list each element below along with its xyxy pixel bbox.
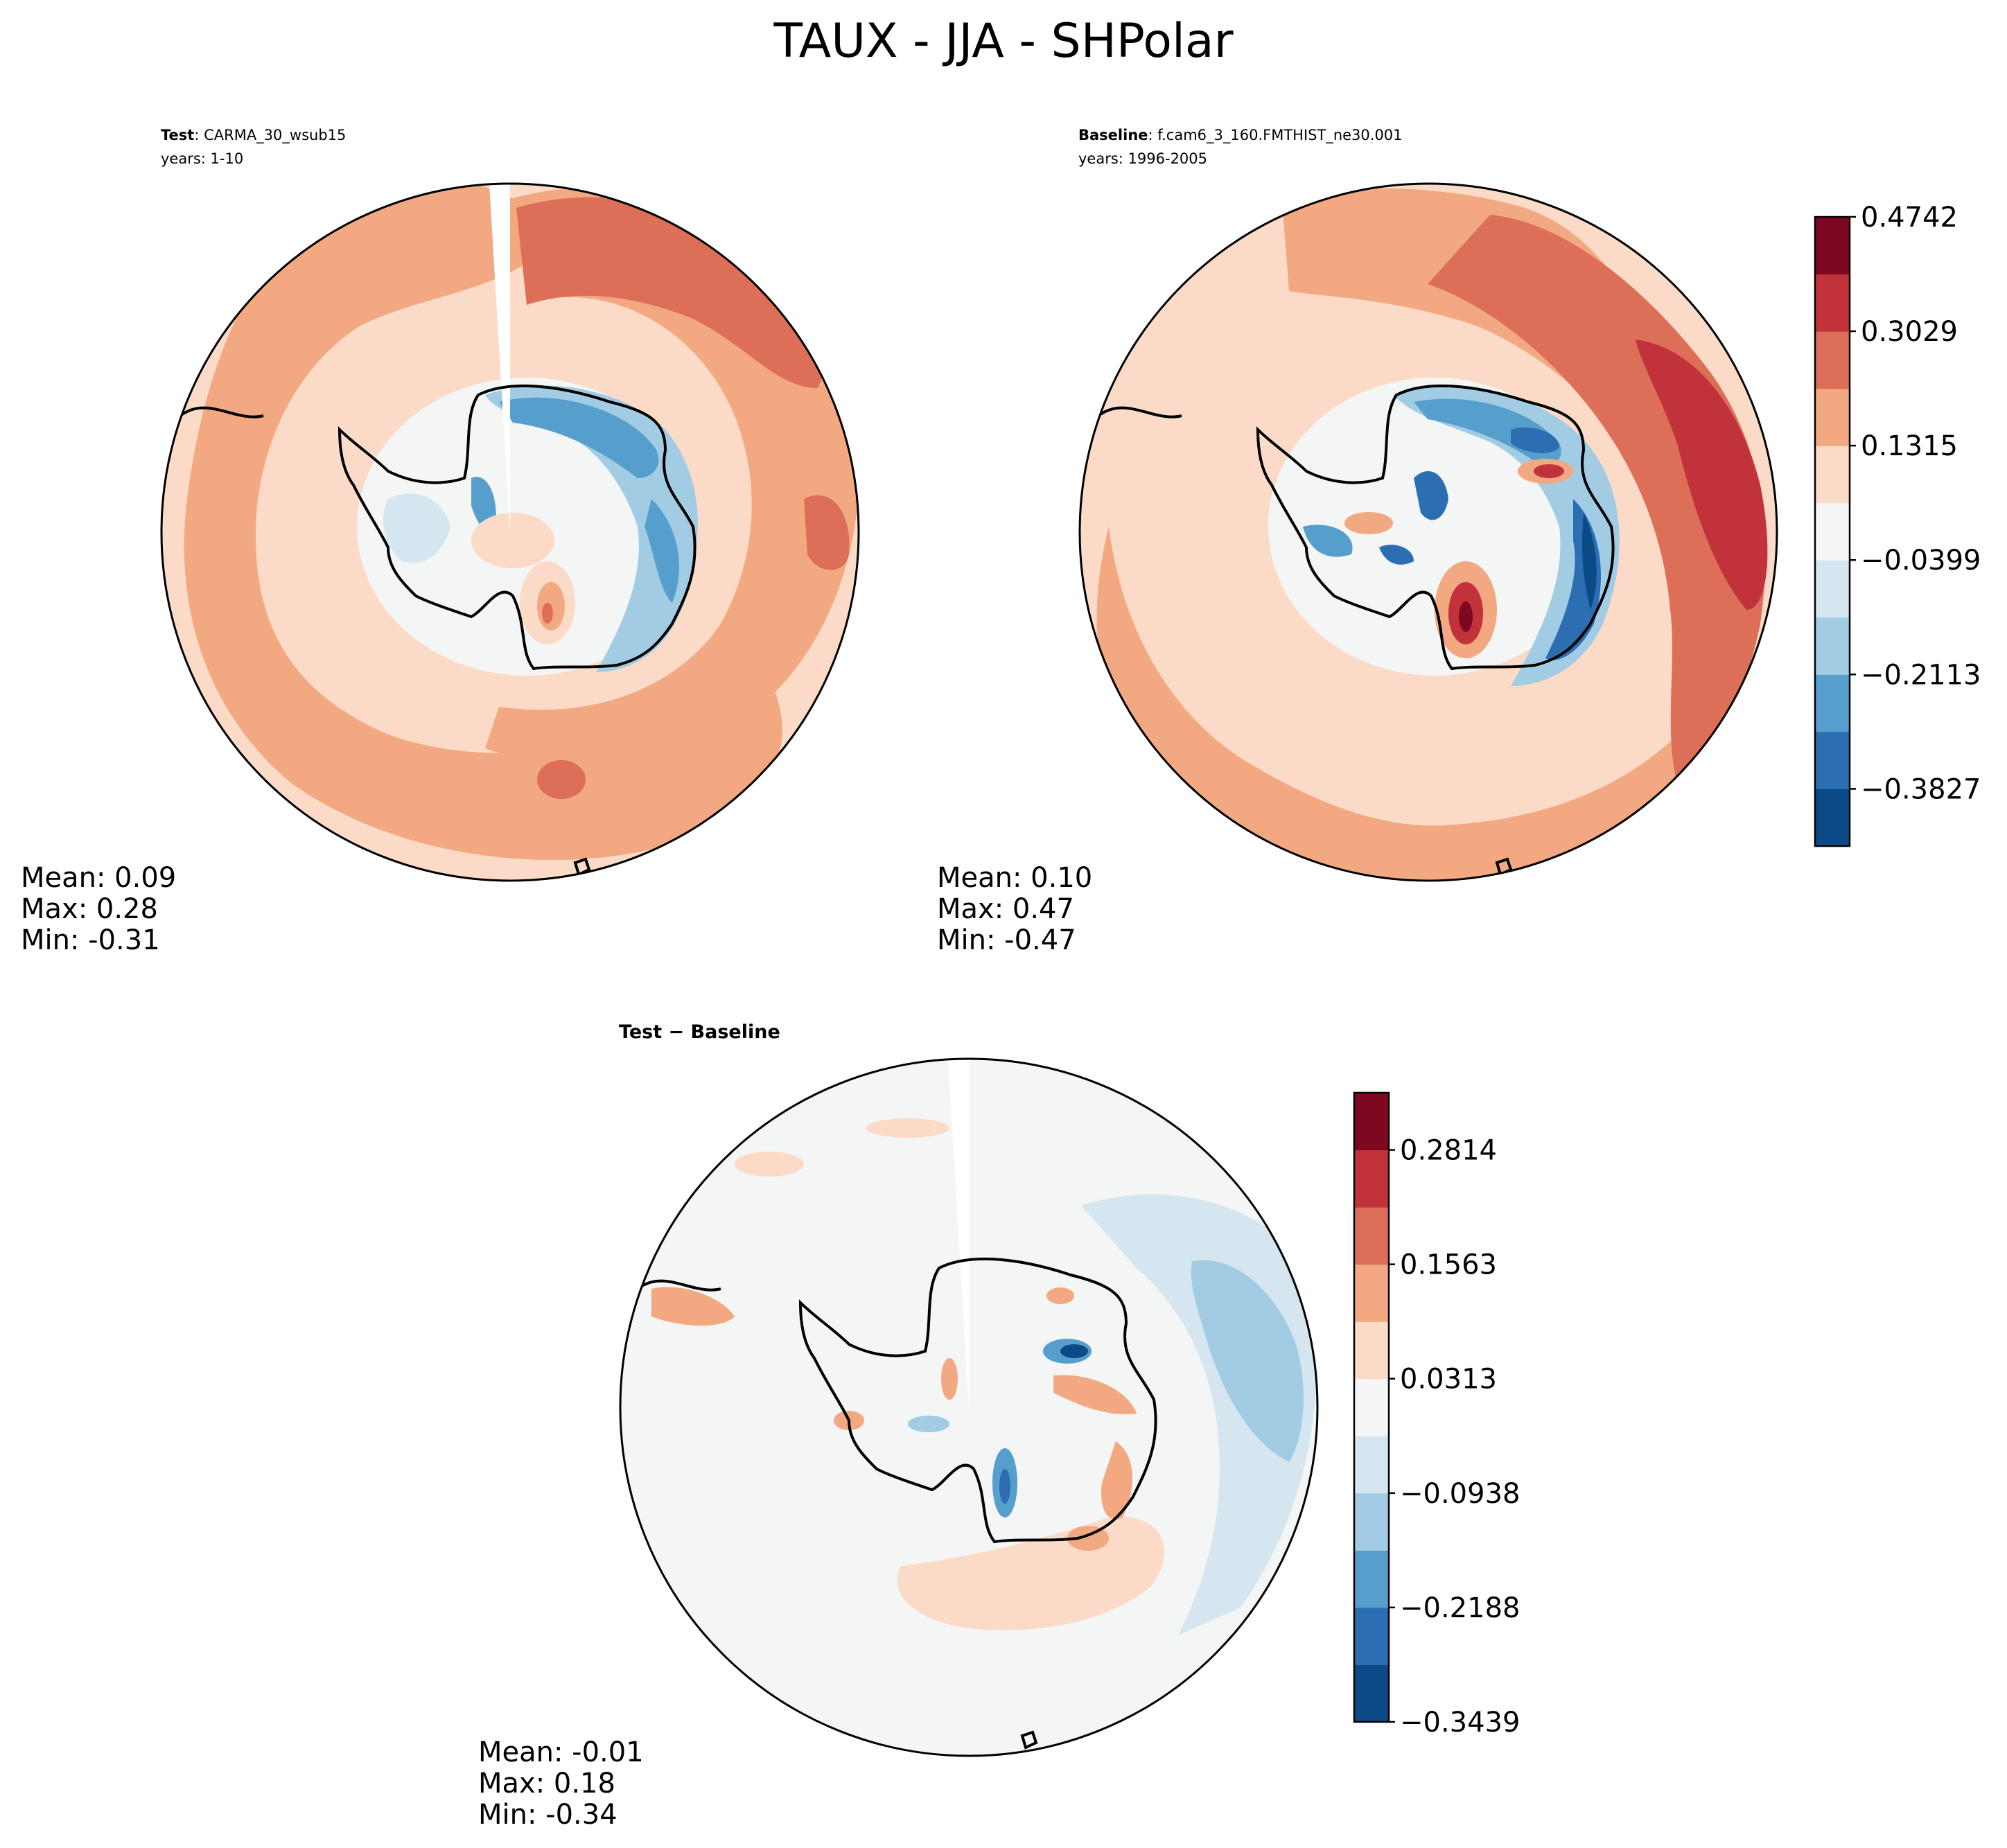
stat-min-baseline: Min: -0.47 bbox=[937, 924, 1076, 956]
stat-max-test: Max: 0.28 bbox=[21, 893, 158, 925]
colorbar-tick-label: −0.3439 bbox=[1400, 1707, 1520, 1739]
colorbar-frame bbox=[1353, 1091, 1390, 1723]
colorbar-segment bbox=[1354, 1436, 1389, 1494]
map-diff bbox=[620, 1059, 1317, 1756]
map-test-frame bbox=[160, 182, 860, 882]
colorbar-tick-label: −0.3827 bbox=[1861, 773, 1981, 805]
panel-diff-label: Test − Baseline bbox=[619, 1021, 780, 1043]
colorbar-segment bbox=[1815, 674, 1850, 732]
colorbar-segment bbox=[1815, 217, 1850, 275]
colorbar-tick-label: −0.2113 bbox=[1861, 659, 1981, 691]
colorbar-tick-label: 0.1315 bbox=[1861, 430, 1958, 462]
stat-mean-test: Mean: 0.09 bbox=[21, 862, 176, 894]
stat-mean-diff: Mean: -0.01 bbox=[478, 1736, 644, 1768]
colorbar-top: 0.4742 0.3029 0.1315 −0.0399 −0.2113 −0.3827 bbox=[1814, 202, 1981, 847]
colorbar-segment bbox=[1354, 1150, 1389, 1208]
panel-baseline-years: years: 1996-2005 bbox=[1078, 150, 1207, 167]
colorbar-segment bbox=[1354, 1321, 1389, 1380]
colorbar-tick-label: 0.2814 bbox=[1400, 1135, 1497, 1167]
stat-min-diff: Min: -0.34 bbox=[478, 1799, 617, 1831]
map-test bbox=[161, 184, 859, 881]
colorbar-segment bbox=[1815, 331, 1850, 389]
colorbar-tick-label: 0.1563 bbox=[1400, 1249, 1497, 1281]
colorbar-tick-label: 0.3029 bbox=[1861, 316, 1958, 348]
colorbar-segment bbox=[1354, 1378, 1389, 1436]
colorbar-segment bbox=[1354, 1093, 1389, 1151]
colorbar-segment bbox=[1815, 560, 1850, 618]
panel-diff: Test − Baseline bbox=[478, 1021, 1319, 1831]
map-diff-frame bbox=[619, 1057, 1319, 1757]
panel-baseline: Baseline: f.cam6_3_160.FMTHIST_ne30.001 … bbox=[937, 127, 1778, 956]
colorbar-tick-label: −0.2188 bbox=[1400, 1592, 1520, 1624]
colorbar-segment bbox=[1815, 446, 1850, 504]
colorbar-segment bbox=[1815, 502, 1850, 561]
colorbar-bottom: 0.2814 0.1563 0.0313 −0.0938 −0.2188 −0.3439 bbox=[1353, 1091, 1520, 1739]
colorbar-tick-label: 0.4742 bbox=[1861, 202, 1958, 234]
stat-min-test: Min: -0.31 bbox=[21, 924, 160, 956]
colorbar-tick-label: −0.0399 bbox=[1861, 545, 1981, 577]
stat-max-diff: Max: 0.18 bbox=[478, 1768, 615, 1799]
colorbar-segment bbox=[1354, 1664, 1389, 1723]
colorbar-segment bbox=[1815, 617, 1850, 675]
colorbar-segment bbox=[1815, 789, 1850, 847]
figure-title: TAUX - JJA - SHPolar bbox=[773, 14, 1233, 69]
panel-test-label: Test: CARMA_30_wsub15 bbox=[161, 127, 346, 144]
colorbar-segment bbox=[1815, 388, 1850, 446]
colorbar-frame bbox=[1814, 215, 1851, 847]
colorbar-segment bbox=[1815, 274, 1850, 332]
colorbar-segment bbox=[1354, 1207, 1389, 1265]
stat-mean-baseline: Mean: 0.10 bbox=[937, 862, 1092, 894]
panel-baseline-label: Baseline: f.cam6_3_160.FMTHIST_ne30.001 bbox=[1078, 127, 1403, 144]
colorbar-segment bbox=[1354, 1607, 1389, 1665]
colorbar-tick-label: −0.0938 bbox=[1400, 1478, 1520, 1510]
panel-test: Test: CARMA_30_wsub15 years: 1-10 bbox=[21, 127, 860, 956]
map-baseline-frame bbox=[1078, 182, 1778, 882]
stat-max-baseline: Max: 0.47 bbox=[937, 893, 1074, 925]
colorbar-segment bbox=[1354, 1264, 1389, 1322]
colorbar-segment bbox=[1354, 1493, 1389, 1551]
map-baseline bbox=[1080, 184, 1777, 881]
colorbar-tick-label: 0.0313 bbox=[1400, 1364, 1497, 1396]
colorbar-segment bbox=[1354, 1550, 1389, 1608]
panel-test-years: years: 1-10 bbox=[161, 150, 243, 167]
colorbar-segment bbox=[1815, 731, 1850, 789]
